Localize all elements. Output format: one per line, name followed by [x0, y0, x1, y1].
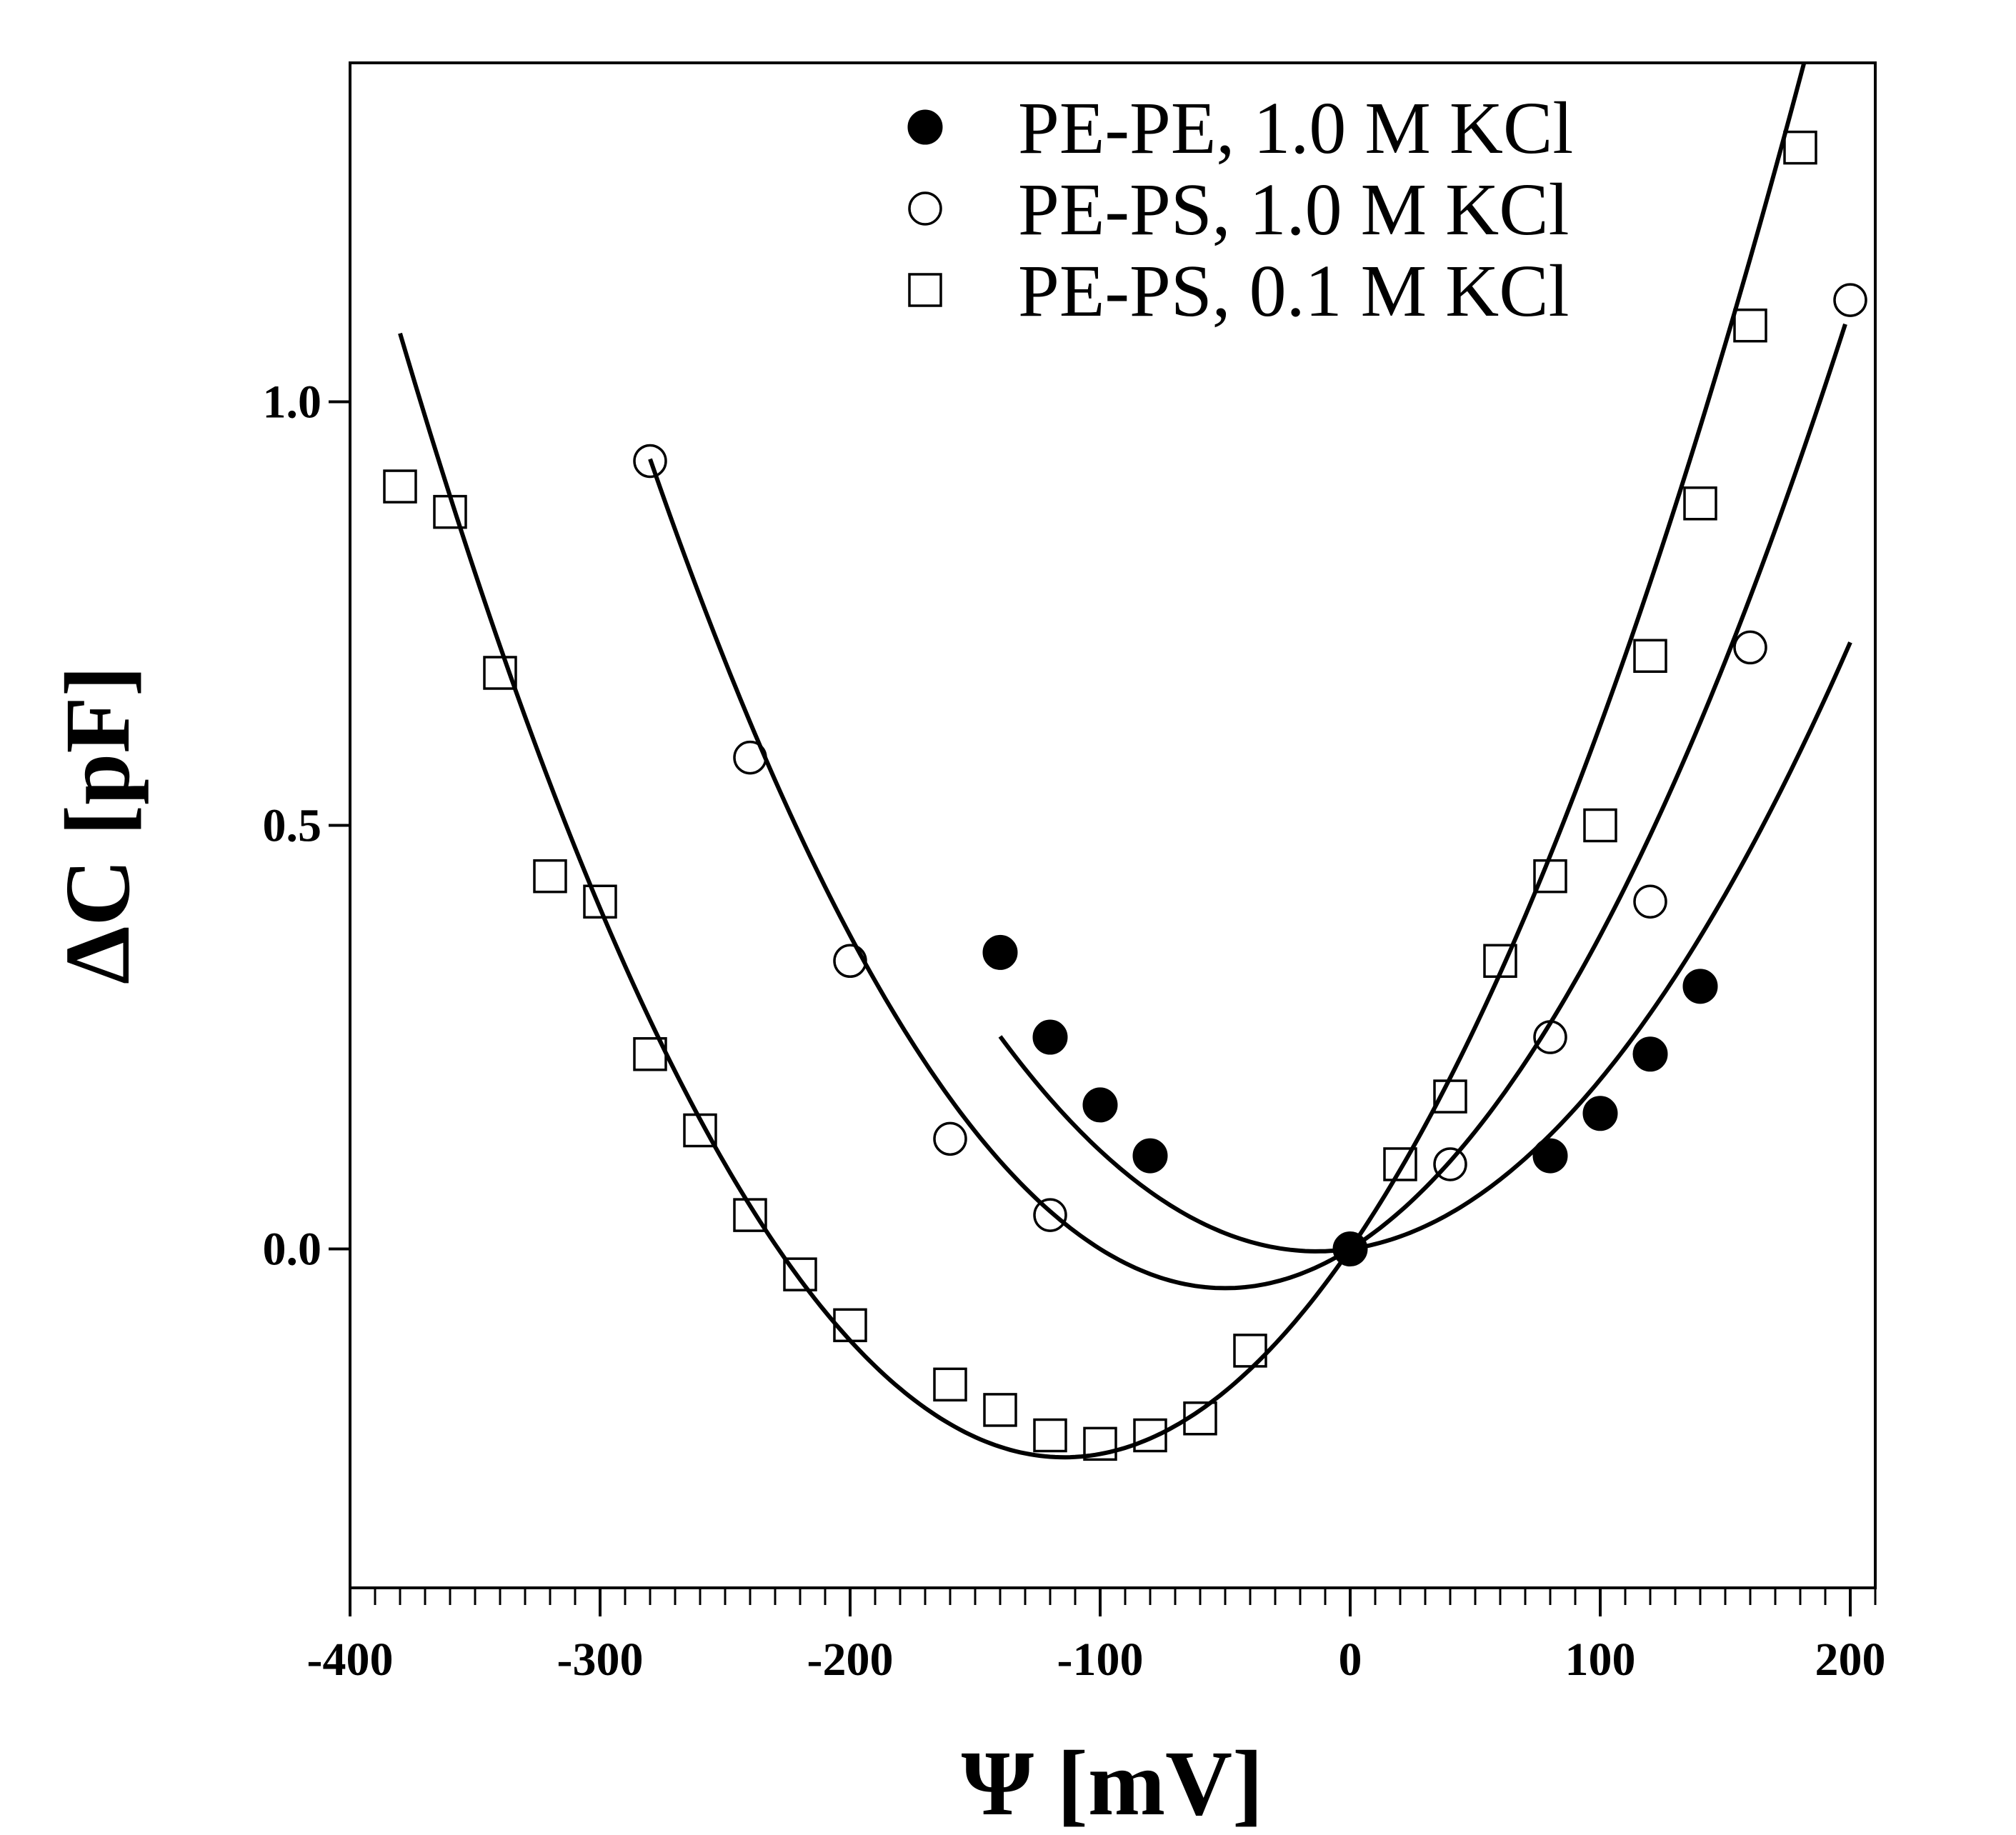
data-point-series-3 [783, 1257, 817, 1291]
legend-marker-series-1 [907, 109, 943, 145]
x-tick-label: 100 [1565, 1634, 1636, 1686]
x-tick-label: -100 [1057, 1634, 1144, 1686]
x-tick-label: 0 [1339, 1634, 1362, 1686]
legend-label-series-3: PE-PS, 0.1 M KCl [1018, 250, 1570, 332]
legend-label-series-1: PE-PE, 1.0 M KCl [1018, 87, 1573, 169]
data-point-series-1 [1532, 1138, 1568, 1174]
data-point-series-3 [1583, 808, 1617, 843]
x-tick-label: -300 [557, 1634, 644, 1686]
y-tick-label: 0.5 [263, 800, 322, 852]
data-point-series-3 [1483, 944, 1517, 979]
data-point-series-2 [1833, 283, 1867, 317]
data-point-series-2 [733, 740, 767, 775]
data-point-series-3 [1533, 859, 1567, 894]
data-point-series-1 [1632, 1036, 1668, 1072]
y-tick-label: 0.0 [263, 1224, 322, 1276]
data-point-series-3 [1733, 308, 1767, 343]
data-point-series-3 [483, 656, 517, 690]
data-point-series-3 [833, 1308, 867, 1343]
data-point-series-2 [933, 1121, 967, 1156]
fit-curve-series-1 [998, 641, 1852, 1254]
x-axis-ticks [349, 1588, 1877, 1616]
fit-curve-series-2 [648, 323, 1847, 1291]
data-point-series-3 [983, 1393, 1017, 1427]
data-point-series-2 [1033, 1198, 1067, 1232]
data-point-series-3 [1033, 1418, 1067, 1453]
data-point-series-1 [1132, 1138, 1168, 1174]
data-point-series-3 [433, 494, 467, 529]
data-point-series-3 [1133, 1418, 1167, 1453]
y-axis-title: ΔC [pF] [46, 666, 149, 984]
data-point-series-1 [1032, 1019, 1068, 1055]
data-point-series-1 [1332, 1231, 1368, 1267]
x-axis-tick-labels: -400 -300 -200 -100 0 100 200 [307, 1634, 1886, 1686]
data-point-series-3 [733, 1198, 767, 1232]
data-point-series-2 [833, 944, 867, 979]
data-point-series-3 [583, 884, 617, 919]
x-tick-label: -200 [807, 1634, 894, 1686]
data-point-series-1 [982, 934, 1018, 970]
data-point-series-2 [1633, 884, 1667, 919]
data-markers [383, 130, 1867, 1461]
x-tick-label: 200 [1815, 1634, 1886, 1686]
y-axis-ticks [329, 400, 350, 1251]
data-point-series-3 [1783, 130, 1817, 165]
data-point-series-1 [1582, 1096, 1618, 1131]
data-point-series-3 [1433, 1079, 1467, 1114]
data-point-series-2 [1533, 1020, 1567, 1054]
data-point-series-1 [1682, 969, 1718, 1004]
data-point-series-3 [1633, 639, 1667, 674]
x-tick-label: -400 [307, 1634, 394, 1686]
fit-curve-series-3 [398, 63, 1807, 1460]
data-point-series-2 [633, 444, 667, 479]
data-point-series-2 [1733, 630, 1767, 665]
data-point-series-1 [1082, 1087, 1118, 1123]
legend-label-series-2: PE-PS, 1.0 M KCl [1018, 169, 1570, 251]
data-point-series-3 [1683, 486, 1717, 521]
data-point-series-2 [1433, 1147, 1467, 1181]
data-point-series-3 [933, 1367, 967, 1402]
data-point-series-3 [1183, 1401, 1217, 1436]
legend-marker-series-2 [908, 191, 942, 226]
legend-marker-series-3 [908, 273, 942, 307]
x-axis-title: Ψ [mV] [962, 1732, 1264, 1835]
data-point-series-3 [633, 1037, 667, 1071]
data-point-series-3 [1233, 1334, 1267, 1368]
data-point-series-3 [1083, 1426, 1117, 1461]
y-axis-tick-labels: 0.0 0.5 1.0 [263, 376, 322, 1275]
data-point-series-3 [533, 859, 567, 894]
y-tick-label: 1.0 [263, 376, 322, 428]
data-point-series-3 [683, 1113, 717, 1148]
data-point-series-3 [383, 469, 417, 504]
data-point-series-3 [1383, 1147, 1417, 1181]
fit-curves [398, 63, 1852, 1460]
